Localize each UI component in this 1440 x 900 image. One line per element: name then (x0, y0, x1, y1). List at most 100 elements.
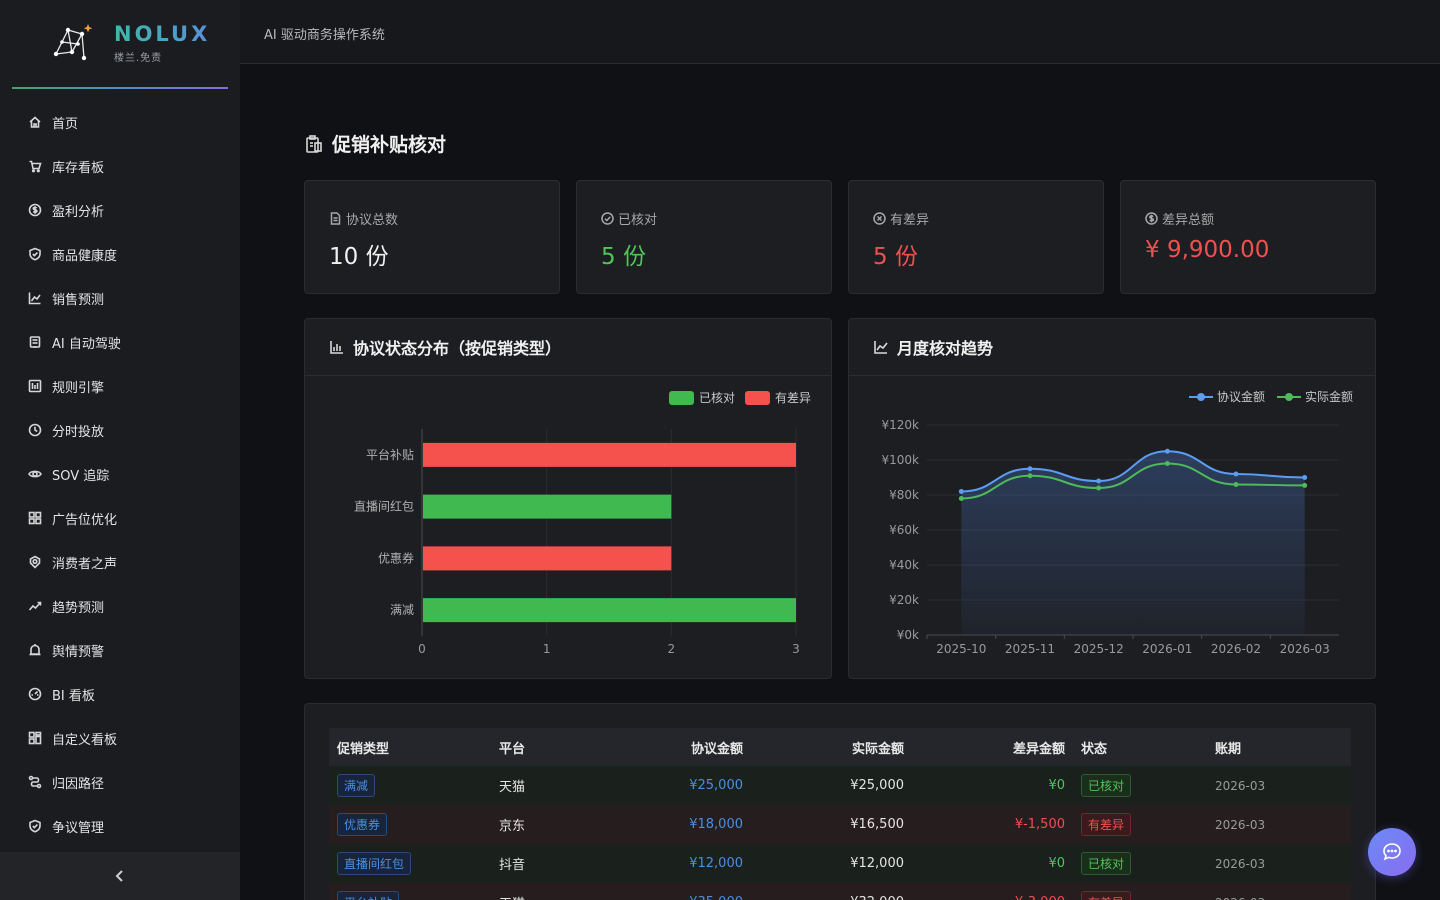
data-point[interactable] (1233, 471, 1239, 477)
sidebar-item-label: 趋势预测 (52, 600, 105, 616)
sidebar-item-15[interactable]: 归因路径 (12, 760, 228, 804)
cell-agreed-amount: ¥12,000 (591, 844, 751, 883)
data-point[interactable] (1302, 482, 1308, 488)
data-point[interactable] (1302, 475, 1308, 480)
collapse-sidebar-button[interactable] (0, 852, 240, 900)
status-tag: 已核对 (1081, 774, 1132, 797)
stat-card-label: 已核对 (601, 209, 657, 228)
cell-period: 2026-03 (1207, 766, 1351, 805)
brand-name: NOLUX (114, 22, 211, 46)
column-header[interactable]: 实际金额 (751, 728, 912, 766)
bar-已核对[interactable] (423, 598, 796, 623)
stat-card-value: 10 份 (329, 244, 389, 270)
sidebar-item-10[interactable]: 消费者之声 (12, 540, 228, 584)
data-point[interactable] (1164, 448, 1170, 454)
y-tick-label: ¥100k (882, 453, 920, 467)
sidebar-item-9[interactable]: 广告位优化 (12, 496, 228, 540)
sidebar-item-8[interactable]: SOV 追踪 (12, 452, 228, 496)
legend-marker[interactable] (1197, 393, 1205, 401)
path-icon (28, 775, 42, 789)
sidebar: NOLUX 楼兰.免责 首页库存看板 盈利分析 商品健康度 销售预测 AI 自动驾驶规则… (0, 0, 240, 900)
stat-label-text: 协议总数 (346, 213, 399, 228)
close-circle-icon (873, 212, 886, 225)
sidebar-item-3[interactable]: 商品健康度 (12, 232, 228, 276)
column-header[interactable]: 差异金额 (912, 728, 1073, 766)
stat-label-text: 有差异 (890, 213, 930, 228)
data-point[interactable] (958, 489, 964, 494)
status-tag: 有差异 (1081, 891, 1132, 900)
sidebar-item-label: 舆情预警 (52, 644, 105, 660)
cell-diff-amount: ¥0 (912, 844, 1073, 883)
cell-platform: 京东 (491, 805, 591, 844)
legend-swatch[interactable] (669, 391, 694, 405)
logo[interactable]: NOLUX 楼兰.免责 (12, 0, 228, 88)
column-header[interactable]: 账期 (1207, 728, 1351, 766)
cell-actual-amount: ¥16,500 (751, 805, 912, 844)
data-point[interactable] (1027, 473, 1033, 479)
cell-agreed-amount: ¥18,000 (591, 805, 751, 844)
line-chart-icon (874, 341, 888, 354)
voice-icon (28, 555, 42, 569)
legend-label[interactable]: 实际金额 (1305, 389, 1353, 404)
cell-diff-amount: ¥-3,000 (912, 883, 1073, 900)
data-point[interactable] (1164, 461, 1170, 466)
stat-label-text: 已核对 (618, 213, 658, 228)
sidebar-item-14[interactable]: 自定义看板 (12, 716, 228, 760)
table-row[interactable]: 平台补贴 天猫¥35,000¥32,000¥-3,000 有差异 2026-03 (329, 883, 1351, 900)
sidebar-item-6[interactable]: 规则引擎 (12, 364, 228, 408)
table-row[interactable]: 直播间红包 抖音 ¥12,000 ¥12,000 ¥0 已核对 2026-03 (329, 844, 1351, 883)
cell-period: 2026-03 (1207, 844, 1351, 883)
dollar-circle-icon (1145, 212, 1158, 225)
sidebar-item-16[interactable]: 争议管理 (12, 804, 228, 848)
data-point[interactable] (1096, 485, 1102, 491)
table-row[interactable]: 优惠券 京东 ¥18,000 ¥16,500 ¥-1,500 有差异 2026-03 (329, 805, 1351, 844)
y-tick-label: 优惠券 (378, 550, 414, 565)
column-header[interactable]: 状态 (1073, 728, 1207, 766)
sidebar-item-label: 归因路径 (52, 776, 105, 792)
sidebar-item-11[interactable]: 趋势预测 (12, 584, 228, 628)
table-row[interactable]: 满减 天猫 ¥25,000 ¥25,000 ¥0 已核对 2026-03 (329, 766, 1351, 805)
sidebar-item-1[interactable]: 库存看板 (12, 144, 228, 188)
legend-label[interactable]: 有差异 (775, 391, 811, 405)
stat-card-value: 5 份 (873, 244, 918, 270)
chat-assistant-button[interactable] (1368, 828, 1416, 876)
column-header[interactable]: 平台 (491, 728, 591, 766)
shield-icon (28, 247, 42, 261)
column-header[interactable]: 协议金额 (591, 728, 751, 766)
legend-swatch[interactable] (745, 391, 770, 405)
dollar-icon (28, 203, 42, 217)
data-point[interactable] (958, 496, 964, 501)
sidebar-item-12[interactable]: 舆情预警 (12, 628, 228, 672)
sidebar-item-label: AI 自动驾驶 (52, 336, 121, 352)
line-实际金额[interactable] (961, 462, 1305, 500)
stat-card-verified: 已核对 5 份 (576, 180, 832, 294)
stat-card-diff-total: 差异总额 ¥ 9,900.00 (1120, 180, 1376, 294)
sidebar-item-5[interactable]: AI 自动驾驶 (12, 320, 228, 364)
bar-有差异[interactable] (423, 442, 796, 467)
legend-label[interactable]: 协议金额 (1217, 389, 1265, 404)
data-point[interactable] (1233, 482, 1239, 487)
y-tick-label: ¥0k (897, 628, 919, 642)
bar-已核对[interactable] (423, 494, 672, 519)
legend-label[interactable]: 已核对 (699, 391, 735, 405)
reconciliation-table: 促销类型 平台 协议金额 实际金额 差异金额 状态 账期 满减 天猫 ¥25,000… (329, 728, 1351, 900)
line-协议金额[interactable] (961, 450, 1305, 493)
sidebar-item-4[interactable]: 销售预测 (12, 276, 228, 320)
sidebar-item-13[interactable]: BI 看板 (12, 672, 228, 716)
x-tick-label: 2026-01 (1142, 642, 1192, 656)
data-point[interactable] (1096, 478, 1102, 484)
panel-title: 月度核对趋势 (897, 339, 994, 358)
chat-bubble-icon (1383, 843, 1401, 861)
bar-有差异[interactable] (423, 546, 672, 571)
sidebar-item-2[interactable]: 盈利分析 (12, 188, 228, 232)
column-header[interactable]: 促销类型 (329, 728, 491, 766)
logo-divider (12, 87, 228, 89)
legend-marker[interactable] (1285, 393, 1293, 401)
clipboard-icon (306, 134, 322, 153)
sidebar-item-0[interactable]: 首页 (12, 100, 228, 144)
data-point[interactable] (1027, 466, 1033, 472)
sidebar-item-7[interactable]: 分时投放 (12, 408, 228, 452)
dashboard-icon (28, 687, 42, 701)
sidebar-item-label: 首页 (52, 116, 79, 132)
